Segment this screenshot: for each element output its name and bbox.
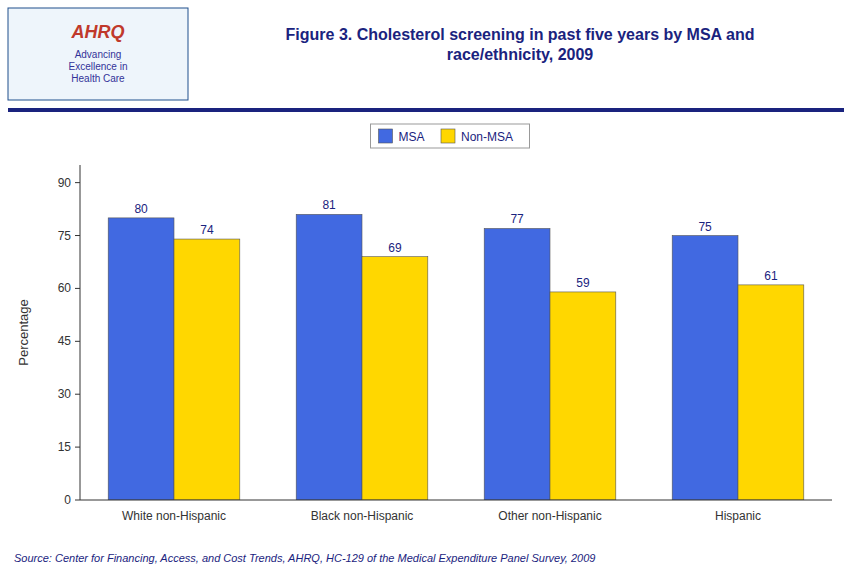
x-axis-line — [80, 500, 832, 501]
y-tick-label: 60 — [58, 281, 72, 295]
text-line: Health Care — [71, 73, 125, 84]
y-tick-label: 0 — [64, 493, 71, 507]
bar — [362, 257, 428, 500]
data-labels: 80 74 81 69 77 59 75 61 — [134, 198, 777, 290]
data-label: 69 — [388, 241, 402, 255]
bar — [738, 285, 804, 500]
y-tick-label: 30 — [58, 387, 72, 401]
bar — [108, 218, 174, 500]
y-tick-label: 75 — [58, 229, 72, 243]
bars — [108, 214, 804, 500]
logo-box — [8, 8, 188, 100]
y-axis-label: Percentage — [16, 299, 31, 366]
bar — [550, 292, 616, 500]
bar — [484, 228, 550, 500]
y-tick — [75, 182, 80, 183]
bar — [174, 239, 240, 500]
y-tick — [75, 341, 80, 342]
text-line: Excellence in — [69, 61, 128, 72]
chart: AHRQ AdvancingExcellence inHealth Care Fig… — [0, 0, 852, 576]
y-tick-label: 15 — [58, 440, 72, 454]
y-axis-line — [80, 165, 81, 500]
source-note: Source: Center for Financing, Access, an… — [14, 552, 595, 564]
bar — [296, 214, 362, 500]
legend-swatch — [379, 129, 393, 143]
logo-title: AHRQ — [71, 22, 125, 42]
text-line: Figure 3. Cholesterol screening in past … — [286, 26, 755, 43]
title: Figure 3. Cholesterol screening in past … — [286, 26, 755, 63]
y-tick — [75, 288, 80, 289]
y-tick — [75, 394, 80, 395]
y-tick — [75, 235, 80, 236]
legend: MSA Non-MSA — [371, 124, 530, 148]
y-tick-label: 45 — [58, 334, 72, 348]
data-label: 77 — [510, 212, 524, 226]
x-tick-label: Black non-Hispanic — [311, 509, 414, 523]
legend-label: MSA — [399, 130, 425, 144]
legend-frame — [371, 124, 530, 148]
bar — [672, 236, 738, 500]
data-label: 61 — [764, 269, 778, 283]
y-tick — [75, 447, 80, 448]
text-line: Advancing — [75, 49, 122, 60]
data-label: 74 — [200, 223, 214, 237]
x-tick-label: White non-Hispanic — [122, 509, 226, 523]
legend-swatch — [441, 129, 455, 143]
x-tick-label: Hispanic — [715, 509, 761, 523]
x-tick-label: Other non-Hispanic — [498, 509, 601, 523]
data-label: 59 — [576, 276, 590, 290]
legend-label: Non-MSA — [461, 130, 513, 144]
data-label: 80 — [134, 202, 148, 216]
y-tick-label: 90 — [58, 176, 72, 190]
text-line: race/ethnicity, 2009 — [447, 46, 594, 63]
logo-subtitle: AdvancingExcellence inHealth Care — [69, 49, 128, 84]
data-label: 75 — [698, 220, 712, 234]
header-rule — [8, 108, 844, 112]
y-tick — [75, 500, 80, 501]
data-label: 81 — [322, 198, 336, 212]
background — [0, 0, 852, 576]
